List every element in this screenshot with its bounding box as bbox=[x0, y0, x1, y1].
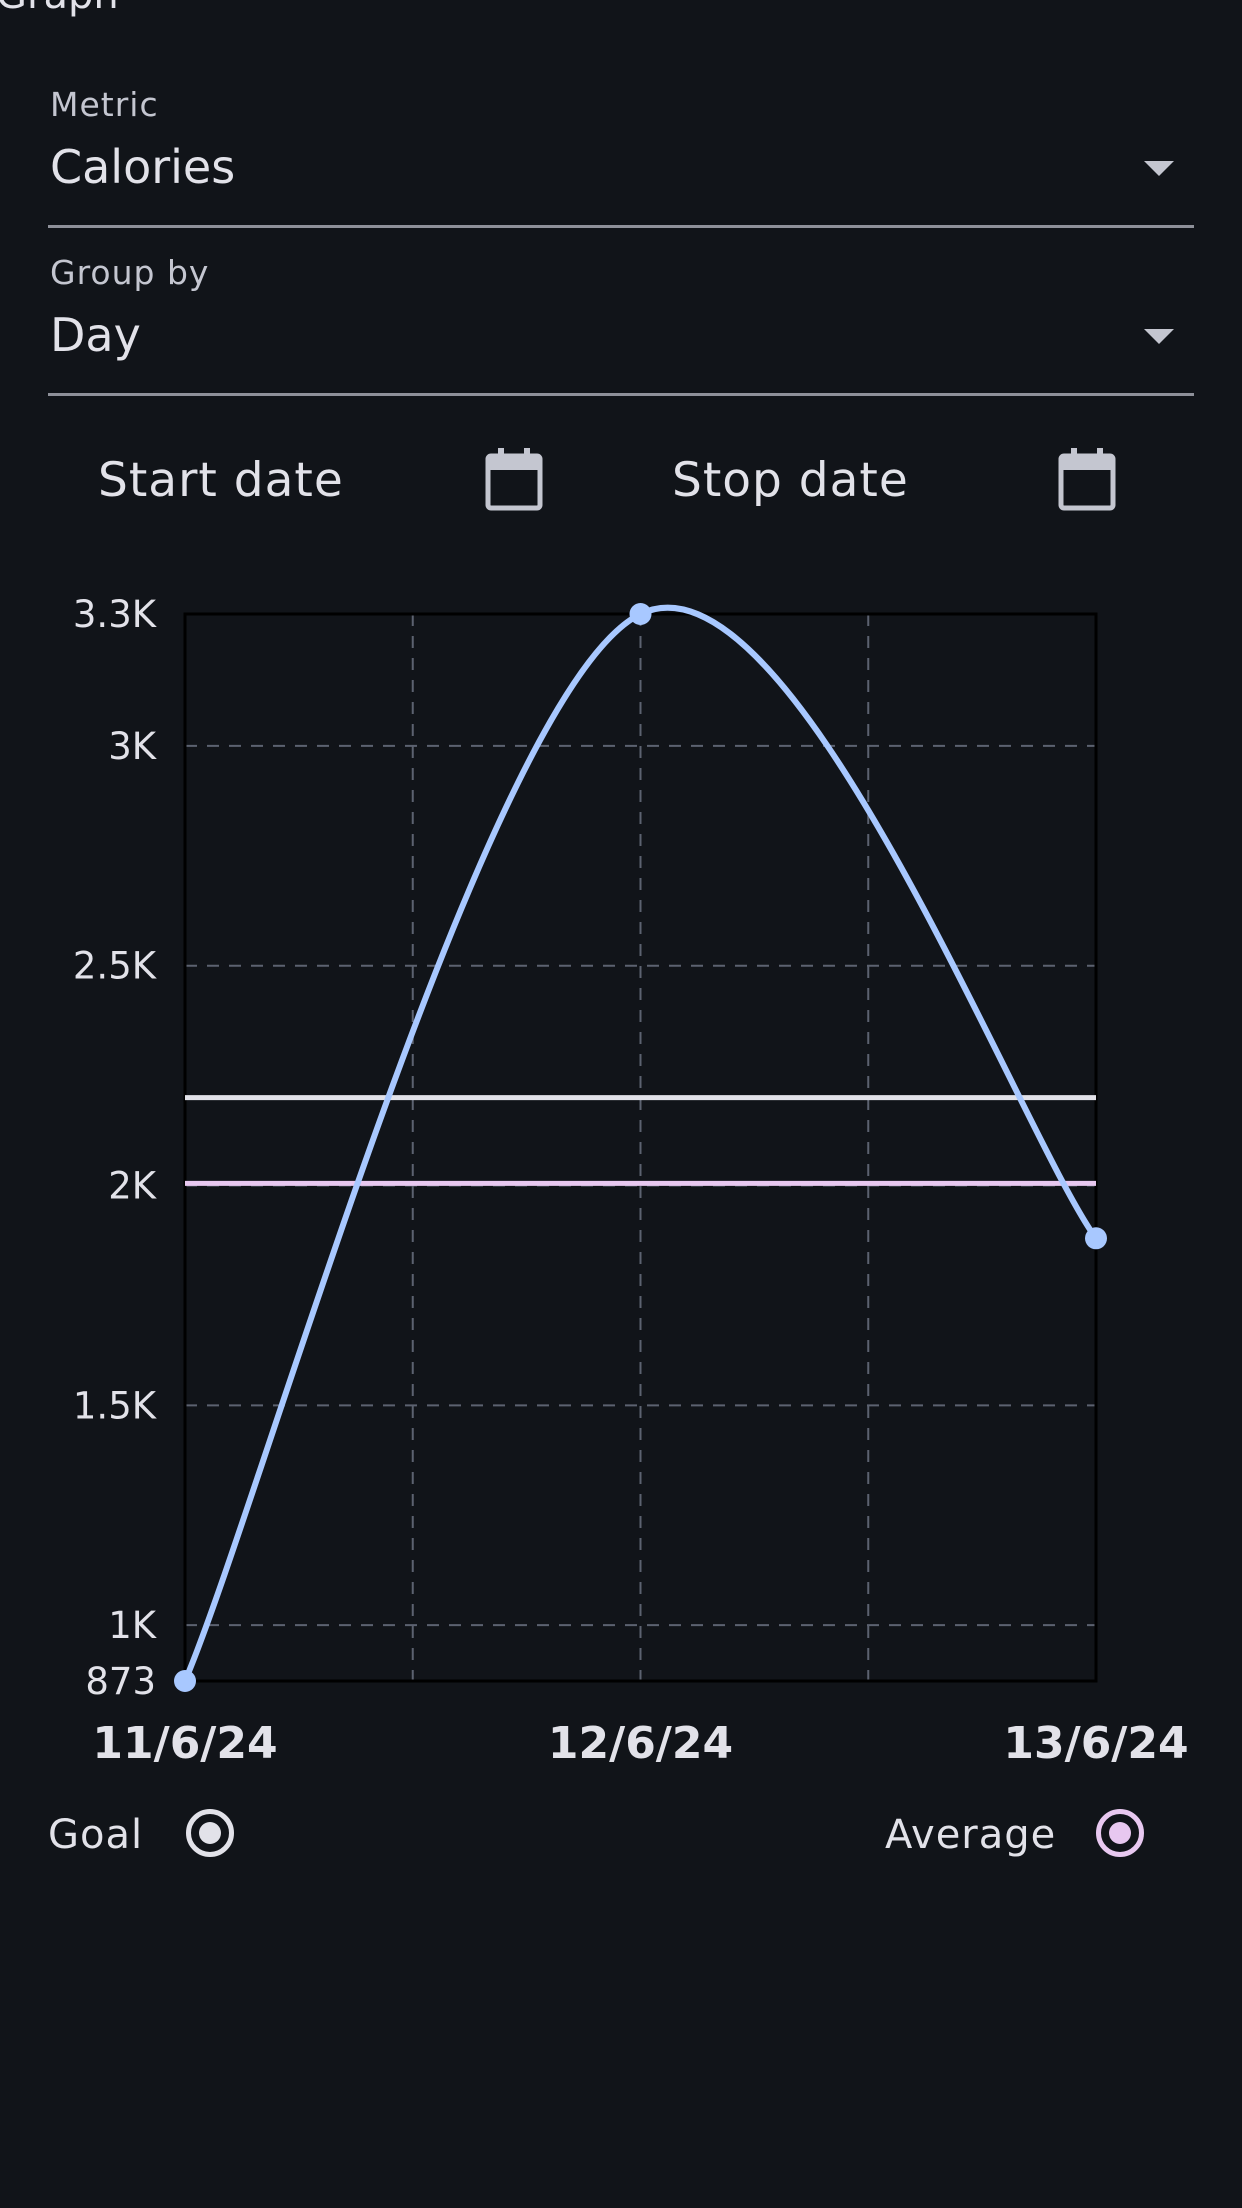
y-tick-label: 1K bbox=[108, 1604, 158, 1647]
group-by-label: Group by bbox=[50, 253, 210, 292]
calories-series-line bbox=[182, 604, 1099, 1684]
x-tick-label: 13/6/24 bbox=[1003, 1718, 1188, 1769]
goal-radio-dot bbox=[199, 1822, 221, 1844]
y-tick-label: 2K bbox=[108, 1165, 158, 1208]
metric-value: Calories bbox=[50, 140, 236, 194]
goal-legend-label: Goal bbox=[48, 1812, 144, 1858]
start-date-calendar-icon[interactable] bbox=[484, 446, 544, 512]
y-tick-label: 3K bbox=[108, 725, 158, 768]
chevron-down-icon bbox=[1144, 161, 1174, 176]
x-tick-label: 12/6/24 bbox=[548, 1718, 733, 1769]
stop-date-label: Stop date bbox=[672, 453, 909, 508]
calories-line-chart: 873 1K 1.5K 2K 2.5K 3K 3.3K 11/6/24 12/6/24 13/6/… bbox=[73, 593, 1189, 1769]
average-legend-label: Average bbox=[885, 1812, 1057, 1858]
x-tick-label: 11/6/24 bbox=[92, 1718, 277, 1769]
y-tick-label: 873 bbox=[85, 1660, 156, 1703]
y-tick-label: 2.5K bbox=[73, 945, 158, 988]
stop-date-calendar-icon[interactable] bbox=[1057, 446, 1117, 512]
y-tick-label: 1.5K bbox=[73, 1384, 158, 1427]
data-point bbox=[174, 1670, 196, 1692]
y-tick-label: 3.3K bbox=[73, 593, 158, 636]
average-radio-button[interactable] bbox=[1096, 1809, 1144, 1857]
start-date-label: Start date bbox=[98, 453, 344, 508]
group-by-value: Day bbox=[50, 308, 141, 362]
goal-radio-button[interactable] bbox=[186, 1809, 234, 1857]
chevron-down-icon bbox=[1144, 329, 1174, 344]
metric-label: Metric bbox=[50, 85, 159, 124]
average-radio-dot bbox=[1109, 1822, 1131, 1844]
metric-dropdown[interactable]: Metric Calories bbox=[48, 60, 1194, 228]
data-point bbox=[629, 603, 652, 625]
group-by-dropdown[interactable]: Group by Day bbox=[48, 228, 1194, 396]
data-point bbox=[1085, 1227, 1107, 1250]
clipped-header-text: Graph bbox=[0, 0, 119, 18]
